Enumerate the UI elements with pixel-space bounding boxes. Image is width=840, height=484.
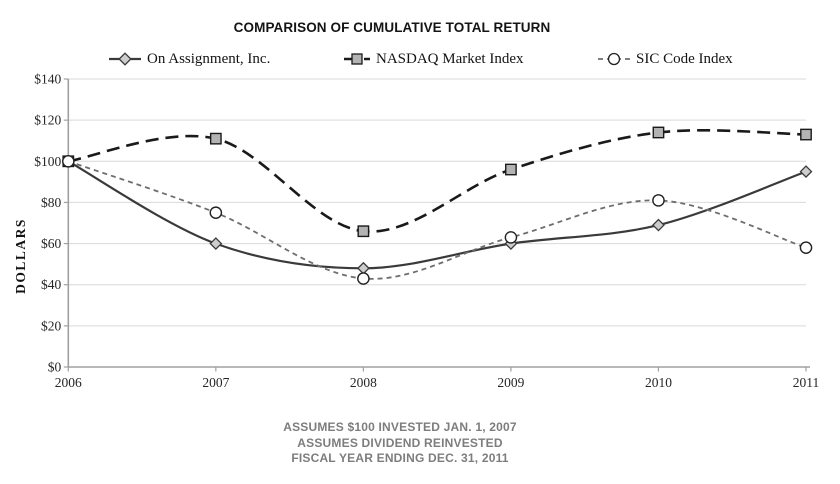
data-point-marker [800,128,812,141]
data-point-marker [62,154,75,168]
data-point-marker [357,272,370,285]
footnotes: ASSUMES $100 INVESTED JAN. 1, 2007 ASSUM… [0,420,800,467]
data-point-marker [504,231,518,244]
data-point-marker [209,132,222,145]
data-point-marker [209,237,223,250]
legend-marker-square-icon [344,53,370,65]
data-point-marker [652,194,665,207]
legend-item-nasdaq: NASDAQ Market Index [343,50,523,68]
x-tick-label: 2009 [497,375,524,390]
legend-label-sic-code: SIC Code Index [636,50,733,67]
legend-item-sic-code: SIC Code Index [597,50,733,68]
data-point-marker [652,218,665,232]
y-tick-label: $100 [34,154,61,169]
y-tick-label: $140 [34,72,61,87]
x-tick-label: 2011 [793,375,820,390]
x-tick-label: 2008 [350,375,377,390]
series-line [68,129,807,233]
data-point-marker [652,126,665,139]
data-point-marker [209,206,223,220]
y-tick-label: $0 [48,360,62,375]
y-tick-label: $60 [41,236,62,251]
data-point-marker [799,165,813,178]
y-tick-label: $120 [34,113,61,128]
legend-item-on-assignment: On Assignment, Inc. [108,50,270,68]
chart-title: COMPARISON OF CUMULATIVE TOTAL RETURN [233,20,551,35]
data-point-marker [357,225,370,238]
legend-label-on-assignment: On Assignment, Inc. [147,50,271,67]
legend-marker-diamond-icon [109,52,141,66]
data-point-marker [505,163,517,176]
y-tick-label: $20 [41,318,62,333]
data-point-marker [799,241,813,254]
data-point-marker [356,261,370,275]
x-tick-label: 2010 [645,375,672,390]
footnote-line-1: ASSUMES $100 INVESTED JAN. 1, 2007 [283,420,517,434]
footnote-line-2: ASSUMES DIVIDEND REINVESTED [297,435,503,450]
x-tick-label: 2007 [202,375,229,390]
y-tick-label: $80 [41,195,62,210]
footnote-line-3: FISCAL YEAR ENDING DEC. 31, 2011 [291,451,509,465]
series-line [68,160,807,280]
legend-label-nasdaq: NASDAQ Market Index [376,50,524,67]
x-tick-label: 2006 [55,375,82,390]
series-line [67,160,807,270]
plot-area: $0 $20 $40 $60 $80 $100 $120 $140 2006 2007 2008 20… [34,72,820,391]
legend-marker-circle-icon [598,52,630,66]
y-tick-label: $40 [41,277,62,292]
